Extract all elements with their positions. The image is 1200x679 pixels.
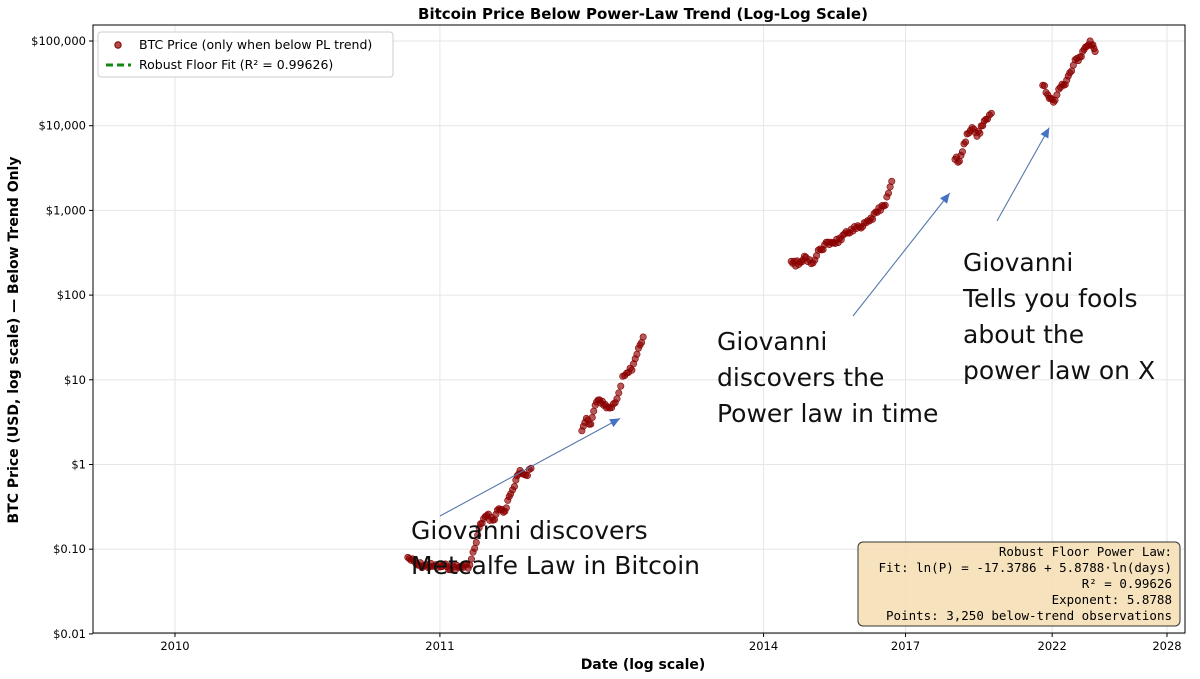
btc-price-point [1091,48,1099,56]
btc-price-point [628,366,636,374]
x-axis-label: Date (log scale) [581,657,706,673]
annotation-arrow-line [996,127,1050,222]
annotation-tells-on-x-line-3: about the [963,320,1084,349]
y-axis-label: BTC Price (USD, log scale) — Below Trend… [6,157,22,524]
btc-price-point [1040,82,1048,90]
y-tick-label: $10,000 [38,119,86,133]
info-box-line-4: Exponent: 5.8788 [1052,592,1172,607]
annotation-power-law-time-line-3: Power law in time [717,399,938,428]
btc-price-point [587,420,595,428]
grid [93,25,1185,635]
plot-area [92,24,1186,634]
y-tick-label: $100,000 [31,34,86,48]
btc-price-point [467,555,475,563]
info-box-line-1: Robust Floor Power Law: [999,544,1172,559]
btc-price-point [962,138,970,146]
btc-price-point [1068,67,1076,75]
btc-price-point [590,407,598,415]
btc-price-point [881,201,889,209]
btc-price-point [615,389,623,397]
btc-price-point [633,350,641,358]
btc-price-point [958,148,966,156]
annotation-power-law-time-line-1: Giovanni [717,327,827,356]
y-tick-label: $0.01 [53,627,86,641]
annotation-tells-on-x-line-2: Tells you fools [962,284,1138,313]
y-ticks: $0.01 $0.10 $1 $10 $100 $1,000 $10,000 $100,000 [31,34,93,641]
annotation-power-law-time-line-2: discovers the [717,363,884,392]
info-box-line-3: R² = 0.99626 [1082,576,1172,591]
btc-price-point [510,482,518,490]
annotation-tells-on-x-line-1: Giovanni [963,248,1073,277]
annotation-arrow-line [852,192,951,317]
btc-price-point [523,472,531,480]
x-tick-label: 2014 [749,639,778,653]
chart-title: Bitcoin Price Below Power-Law Trend (Log… [418,5,868,23]
annotation-arrowhead [1040,127,1050,139]
x-tick-label: 2010 [160,639,189,653]
x-ticks: 2010 2011 2014 2017 2022 2028 [160,633,1182,653]
annotation-metcalfe-line-2: Metcalfe Law in Bitcoin [411,551,700,580]
y-tick-label: $0.10 [53,542,86,556]
info-box-line-5: Points: 3,250 below-trend observations [886,608,1172,623]
btc-price-point [884,189,892,197]
y-tick-label: $1,000 [46,203,86,217]
x-tick-label: 2011 [425,639,454,653]
y-tick-label: $1 [71,458,86,472]
annotation-tells-on-x-line-4: power law on X [963,356,1155,385]
annotation-arrow-line [439,417,621,517]
btc-price-point [888,177,896,185]
legend-marker-btc [114,41,122,49]
btc-price-point [613,395,621,403]
y-tick-label: $10 [64,373,86,387]
annotations: Giovanni discovers Metcalfe Law in Bitco… [411,127,1155,580]
btc-price-point [617,382,625,390]
btc-price-point [588,414,596,422]
btc-price-point [472,538,480,546]
btc-price-point [639,333,647,341]
btc-price-point [976,129,984,137]
annotation-metcalfe: Giovanni discovers Metcalfe Law in Bitco… [411,516,700,580]
legend-box [97,31,394,78]
annotation-power-law-time: Giovanni discovers the Power law in time [717,327,938,428]
info-box-line-2: Fit: ln(P) = -17.3786 + 5.8788·ln(days) [879,560,1173,575]
price-points [404,37,1099,574]
annotation-metcalfe-line-1: Giovanni discovers [411,516,648,545]
info-box-background [857,541,1181,627]
btc-price-point [955,157,963,165]
annotation-arrowhead [939,193,950,204]
btc-price-point [474,531,482,539]
legend-label-btc: BTC Price (only when below PL trend) [139,37,372,52]
btc-price-point [502,504,510,512]
y-tick-label: $100 [57,288,86,302]
info-box: Robust Floor Power Law: Fit: ln(P) = -17… [857,541,1181,627]
btc-price-point [987,109,995,117]
annotation-arrowhead [609,418,621,428]
x-tick-label: 2017 [891,639,920,653]
legend: BTC Price (only when below PL trend) Rob… [97,31,394,78]
x-tick-label: 2022 [1038,639,1067,653]
legend-label-fit: Robust Floor Fit (R² = 0.99626) [139,57,333,72]
annotation-tells-on-x: Giovanni Tells you fools about the power… [962,248,1155,385]
x-tick-label: 2028 [1152,639,1181,653]
